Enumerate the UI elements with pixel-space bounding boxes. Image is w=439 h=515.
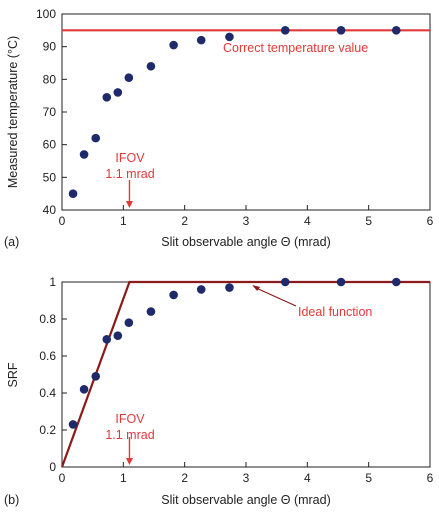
data-point-a bbox=[225, 32, 234, 42]
x-axis-title-b: Slit observable angle Θ (mrad) bbox=[161, 493, 331, 507]
x-tick-label-b: 2 bbox=[181, 471, 188, 485]
panel-a: 0 1 2 3 4 5 6 40 50 60 70 80 90 100 (a) Slit observab… bbox=[4, 7, 434, 249]
y-axis-title-a: Measured temperature (°C) bbox=[6, 36, 20, 188]
ideal-function-label: Ideal function bbox=[298, 305, 372, 319]
y-axis-title-b: SRF bbox=[6, 362, 20, 387]
x-tick-label-b: 3 bbox=[243, 471, 250, 485]
ideal-function-line bbox=[60, 280, 430, 468]
y-tick-label-b: 0.8 bbox=[39, 312, 56, 326]
y-tick-label-b: 1 bbox=[49, 275, 56, 289]
ifov-arrow-head-b bbox=[125, 458, 133, 465]
x-tick-label-a: 4 bbox=[304, 214, 311, 228]
y-tick-label-b: 0.2 bbox=[39, 423, 56, 437]
x-tick-label-b: 6 bbox=[427, 471, 434, 485]
data-point-a bbox=[91, 133, 101, 143]
ifov-arrow-head-a bbox=[125, 201, 133, 208]
y-tick-label-a: 40 bbox=[43, 203, 57, 217]
data-point-a bbox=[79, 150, 89, 159]
data-point-b bbox=[169, 290, 178, 300]
x-tick-label-b: 0 bbox=[59, 471, 66, 485]
y-tick-label-b: 0.6 bbox=[39, 349, 56, 363]
data-point-b bbox=[196, 285, 206, 294]
ticks-a: 0 1 2 3 4 5 6 40 50 60 70 80 90 100 bbox=[36, 7, 434, 228]
x-tick-label-a: 5 bbox=[365, 214, 372, 228]
y-tick-label-a: 80 bbox=[43, 72, 57, 86]
y-tick-label-a: 60 bbox=[43, 138, 57, 152]
data-point-b bbox=[68, 420, 78, 429]
ifov-label-b-line1: IFOV bbox=[115, 412, 145, 426]
data-point-a bbox=[391, 26, 401, 35]
ifov-label-a-line1: IFOV bbox=[115, 151, 145, 165]
data-point-b bbox=[280, 277, 290, 287]
y-tick-label-b: 0 bbox=[49, 460, 56, 474]
x-tick-label-a: 6 bbox=[427, 214, 434, 228]
y-tick-label-a: 90 bbox=[43, 40, 57, 54]
x-tick-label-a: 0 bbox=[59, 214, 66, 228]
data-point-b bbox=[124, 318, 134, 328]
data-point-a bbox=[196, 35, 206, 45]
data-point-a bbox=[68, 189, 78, 198]
panel-label-a: (a) bbox=[4, 235, 19, 249]
x-tick-label-b: 1 bbox=[120, 471, 127, 485]
y-tick-label-a: 50 bbox=[43, 170, 57, 184]
ideal-function-leader bbox=[255, 287, 297, 307]
x-axis-title-a: Slit observable angle Θ (mrad) bbox=[161, 235, 331, 249]
ticks-b: 0 1 2 3 4 5 6 0 0.2 0.4 0.6 0.8 1 bbox=[39, 275, 433, 485]
y-tick-label-a: 100 bbox=[36, 7, 56, 21]
data-point-a bbox=[336, 26, 346, 35]
data-point-b bbox=[79, 385, 89, 394]
ifov-label-b-line2: 1.1 mrad bbox=[105, 428, 154, 442]
y-tick-label-b: 0.4 bbox=[39, 386, 56, 400]
data-point-b bbox=[91, 372, 101, 381]
data-point-a bbox=[169, 40, 178, 50]
ideal-function-leader-head bbox=[252, 285, 261, 291]
x-tick-label-b: 4 bbox=[304, 471, 311, 485]
x-tick-label-a: 2 bbox=[181, 214, 188, 228]
reference-line-label: Correct temperature value bbox=[223, 41, 368, 55]
panel-label-b: (b) bbox=[4, 493, 19, 507]
data-point-b bbox=[391, 277, 401, 287]
marks-b bbox=[60, 277, 430, 468]
x-tick-label-a: 3 bbox=[243, 214, 250, 228]
panel-b: 0 1 2 3 4 5 6 0 0.2 0.4 0.6 0.8 1 (b) Slit observabl… bbox=[4, 275, 434, 507]
data-point-b bbox=[225, 283, 234, 292]
marks-a bbox=[62, 26, 430, 208]
data-point-a bbox=[102, 93, 112, 102]
data-point-b bbox=[146, 307, 156, 316]
x-tick-label-a: 1 bbox=[120, 214, 127, 228]
data-point-b bbox=[336, 277, 346, 287]
data-point-a bbox=[146, 61, 156, 71]
data-point-b bbox=[102, 335, 112, 344]
ifov-label-a-line2: 1.1 mrad bbox=[105, 167, 154, 181]
data-point-a bbox=[113, 88, 123, 97]
y-tick-label-a: 70 bbox=[43, 105, 57, 119]
data-point-a bbox=[124, 73, 134, 82]
data-point-a bbox=[280, 26, 290, 35]
data-point-b bbox=[113, 331, 123, 340]
x-tick-label-b: 5 bbox=[365, 471, 372, 485]
